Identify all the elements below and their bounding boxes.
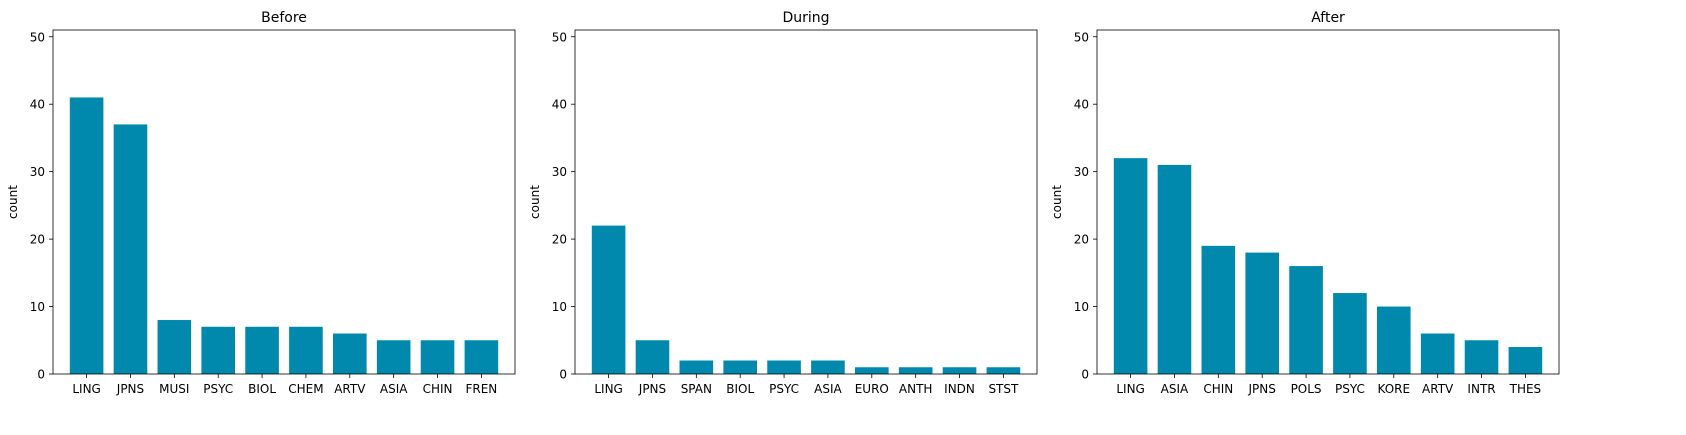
bar-jpns	[113, 124, 148, 375]
bar-chin	[1201, 245, 1236, 374]
bar-ling	[591, 225, 626, 374]
y-tick-label: 30	[30, 165, 45, 179]
bar-asia	[1157, 164, 1192, 374]
bar-ling	[69, 97, 104, 374]
x-tick-label: ASIA	[1161, 382, 1189, 396]
x-tick-label: CHIN	[423, 382, 453, 396]
bar-ling	[1113, 158, 1148, 374]
x-tick-label: LING	[1116, 382, 1145, 396]
bar-psyc	[767, 360, 801, 374]
chart-title: Before	[261, 10, 307, 26]
y-tick-label: 40	[1074, 98, 1089, 112]
y-tick-label: 20	[552, 233, 567, 247]
y-tick-label: 40	[552, 98, 567, 112]
x-tick-label: JPNS	[1248, 382, 1276, 396]
y-axis-label: count	[528, 185, 542, 219]
bar-span	[679, 360, 714, 374]
chart-panel-after: After count LING ASIA CHIN JPNS POLS PSYC KORE…	[1050, 10, 1560, 396]
y-tick-label: 50	[30, 30, 45, 44]
x-tick-label: CHEM	[288, 382, 323, 396]
y-tick-label: 0	[1081, 368, 1089, 382]
chart-panel-during: During count LING JPNS SPAN BIOL PSYC ASIA EUR…	[528, 10, 1038, 396]
x-tick-label: JPNS	[116, 382, 144, 396]
x-tick-label: PSYC	[1335, 382, 1365, 396]
x-tick-label: SPAN	[681, 382, 712, 396]
x-tick-label: BIOL	[248, 382, 276, 396]
y-tick-label: 0	[559, 368, 567, 382]
x-tick-label: LING	[594, 382, 623, 396]
axes-frame	[1096, 29, 1560, 375]
bar-jpns	[635, 340, 670, 374]
x-tick-label: JPNS	[638, 382, 666, 396]
x-tick-label: PSYC	[769, 382, 799, 396]
x-tick-label: INTR	[1467, 382, 1495, 396]
bar-chin	[420, 340, 455, 374]
x-tick-label: ARTV	[334, 382, 366, 396]
x-tick-label: PSYC	[203, 382, 233, 396]
x-tick-label: THES	[1509, 382, 1542, 396]
chart-panel-before: Before count LING JPNS MUSI PSYC BIOL CHEM ART…	[6, 10, 516, 396]
bar-artv	[333, 333, 367, 374]
axes-frame	[52, 29, 516, 375]
x-tick-label: FREN	[465, 382, 497, 396]
bar-intr	[1464, 340, 1499, 374]
x-tick-label: ARTV	[1422, 382, 1454, 396]
y-tick-label: 50	[552, 30, 567, 44]
bar-jpns	[1245, 252, 1279, 374]
x-tick-label: STST	[988, 382, 1019, 396]
bar-stst	[986, 367, 1021, 374]
x-tick-label: LING	[72, 382, 101, 396]
x-tick-label: MUSI	[159, 382, 189, 396]
bar-artv	[1420, 333, 1455, 374]
bar-thes	[1508, 347, 1543, 374]
y-tick-label: 40	[30, 98, 45, 112]
x-tick-label: BIOL	[726, 382, 754, 396]
bar-anth	[898, 367, 933, 374]
bar-psyc	[1333, 293, 1367, 374]
y-tick-label: 10	[30, 300, 45, 314]
y-tick-label: 0	[37, 368, 45, 382]
bar-asia	[376, 340, 411, 374]
bar-euro	[855, 367, 889, 374]
bar-psyc	[201, 326, 235, 374]
x-tick-label: INDN	[944, 382, 975, 396]
y-axis-label: count	[6, 185, 20, 219]
x-tick-label: KORE	[1378, 382, 1411, 396]
y-tick-label: 30	[552, 165, 567, 179]
y-tick-label: 10	[552, 300, 567, 314]
chart-title: During	[782, 10, 829, 26]
bar-fren	[464, 340, 499, 374]
axes-frame	[574, 29, 1038, 375]
bar-kore	[1377, 306, 1411, 374]
bar-biol	[245, 326, 279, 374]
y-tick-label: 30	[1074, 165, 1089, 179]
bar-biol	[723, 360, 757, 374]
x-tick-label: CHIN	[1203, 382, 1233, 396]
x-tick-label: EURO	[855, 382, 889, 396]
y-tick-label: 10	[1074, 300, 1089, 314]
y-tick-label: 20	[30, 233, 45, 247]
y-axis-label: count	[1050, 185, 1064, 219]
bar-musi	[157, 320, 192, 374]
y-tick-label: 50	[1074, 30, 1089, 44]
bar-chem	[289, 326, 323, 374]
y-tick-label: 20	[1074, 233, 1089, 247]
x-tick-label: ASIA	[814, 382, 842, 396]
bar-pols	[1289, 266, 1323, 374]
x-tick-label: POLS	[1291, 382, 1322, 396]
x-tick-label: ASIA	[380, 382, 408, 396]
bar-indn	[942, 367, 977, 374]
x-tick-label: ANTH	[899, 382, 933, 396]
chart-title: After	[1311, 10, 1345, 26]
bar-asia	[811, 360, 845, 374]
